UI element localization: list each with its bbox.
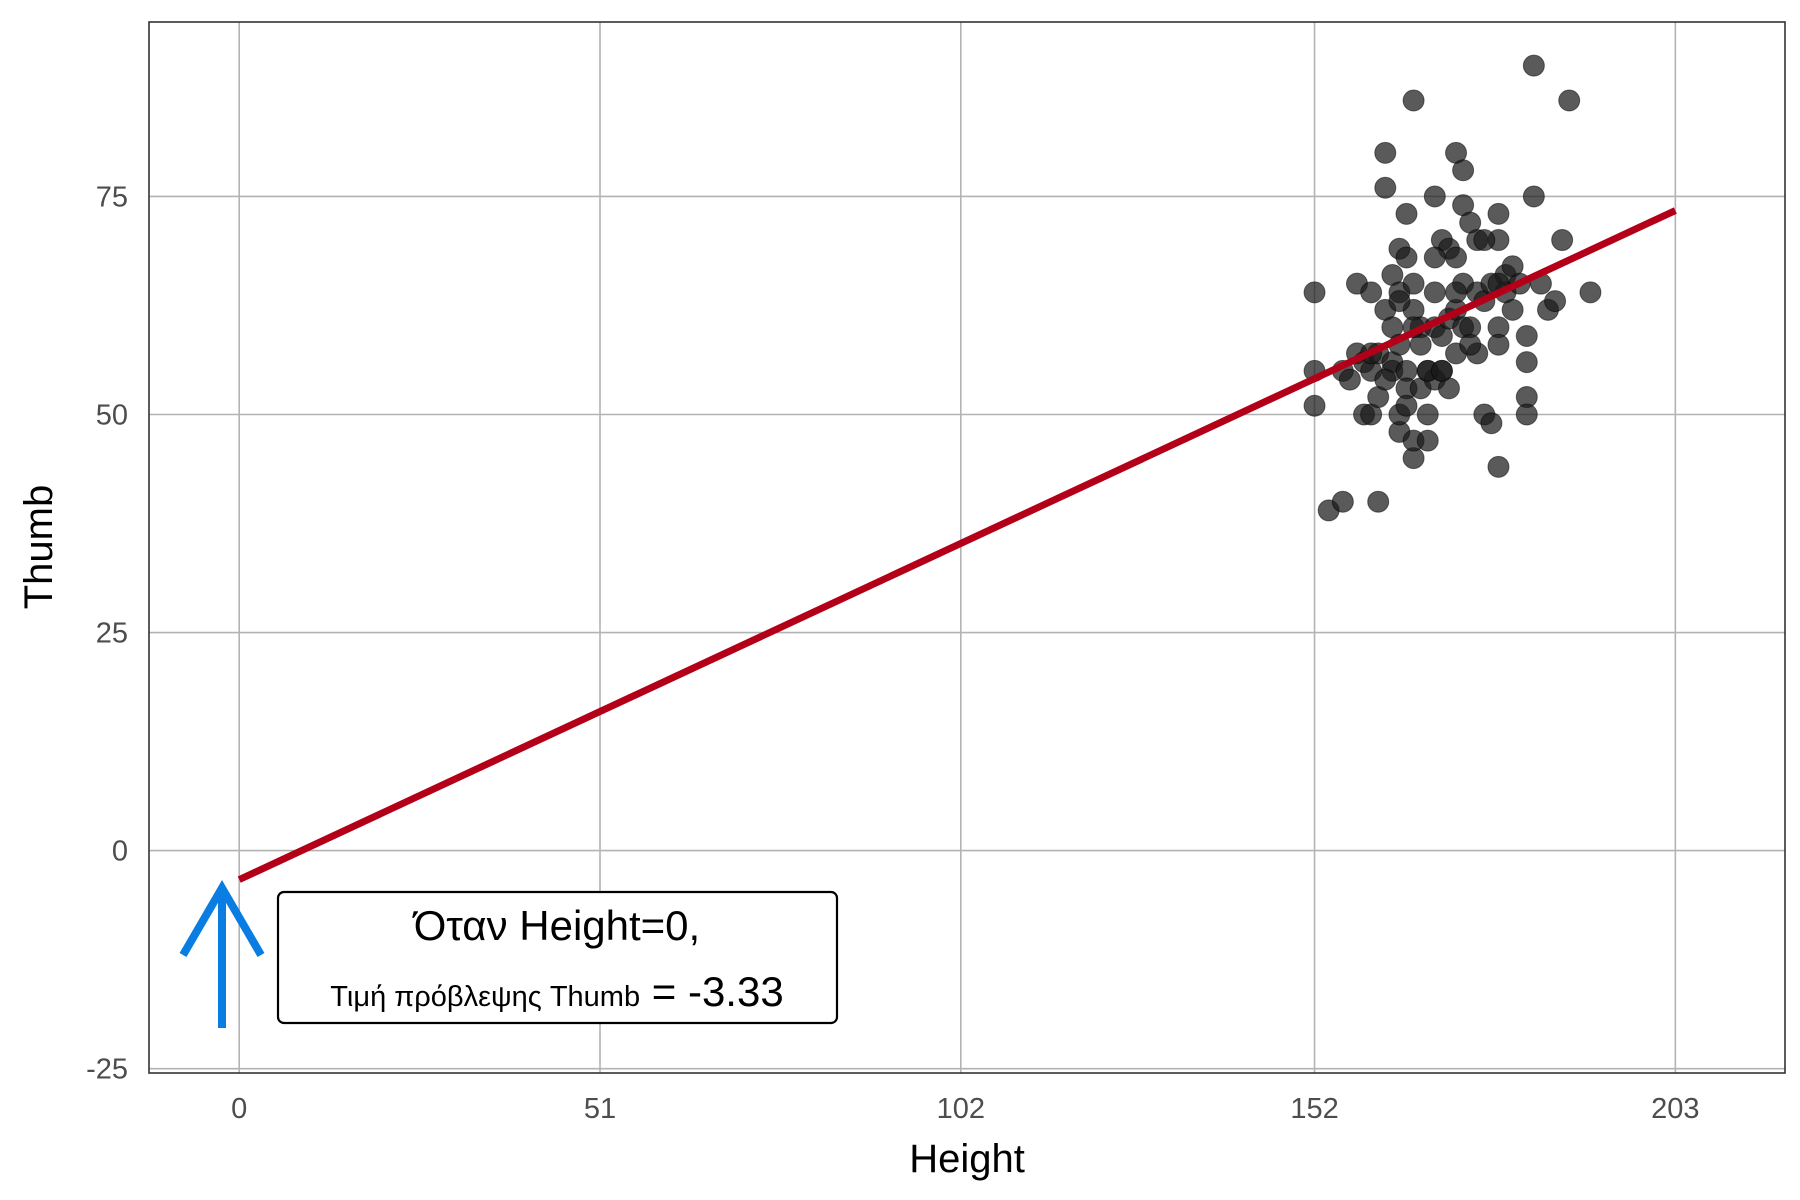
annotation-line-1-prefix: Όταν (412, 902, 508, 949)
x-tick-label: 152 (1290, 1093, 1338, 1125)
data-point (1423, 281, 1446, 304)
data-point (1423, 185, 1446, 208)
data-point (1395, 202, 1418, 225)
y-tick-label: 50 (96, 399, 128, 431)
x-tick-label: 0 (231, 1093, 247, 1125)
annotation-line-1-suffix: Height=0, (519, 902, 700, 949)
data-point (1402, 272, 1425, 295)
data-point (1459, 333, 1482, 356)
data-point (1558, 89, 1581, 112)
data-point (1522, 54, 1545, 77)
data-point (1338, 368, 1361, 391)
annotation-line-2-value: = -3.33 (652, 968, 784, 1015)
axis-ticks: 0 51 102 152 203 -25 0 25 50 75 (86, 181, 1699, 1125)
data-point (1515, 324, 1538, 347)
data-point (1515, 403, 1538, 426)
y-tick-label: -25 (86, 1054, 128, 1086)
data-points (1303, 54, 1602, 522)
data-point (1423, 246, 1446, 269)
data-point (1395, 394, 1418, 417)
data-point (1473, 229, 1496, 252)
data-point (1445, 281, 1468, 304)
annotation-line-1: Όταν Height=0, (412, 902, 700, 949)
data-point (1395, 246, 1418, 269)
data-point (1452, 159, 1475, 182)
data-point (1331, 490, 1354, 513)
y-tick-label: 0 (112, 836, 128, 868)
y-tick-label: 25 (96, 618, 128, 650)
annotation-box (276, 890, 839, 1025)
data-point (1480, 412, 1503, 435)
annotation-line-2-spacer (640, 968, 652, 1015)
x-tick-label: 102 (937, 1093, 985, 1125)
x-tick-label: 203 (1651, 1093, 1699, 1125)
data-point (1367, 490, 1390, 513)
x-axis-title: Height (909, 1137, 1025, 1181)
data-point (1416, 403, 1439, 426)
annotation-line-1-spacer (508, 902, 520, 949)
data-point (1445, 246, 1468, 269)
regression-line (237, 207, 1677, 883)
data-point (1551, 229, 1574, 252)
data-point (1522, 185, 1545, 208)
data-point (1430, 359, 1453, 382)
data-point (1544, 290, 1567, 313)
data-point (1303, 281, 1326, 304)
data-point (1487, 333, 1510, 356)
data-point (1402, 89, 1425, 112)
intercept-annotation: Όταν Height=0, Τιμή πρόβλεψης Thumb = -3… (276, 890, 839, 1025)
data-point (1360, 281, 1383, 304)
data-point (1515, 351, 1538, 374)
data-point (1487, 455, 1510, 478)
annotation-line-2-label: Τιμή πρόβλεψης Thumb (330, 981, 640, 1013)
y-tick-label: 75 (96, 181, 128, 213)
data-point (1374, 176, 1397, 199)
data-point (1579, 281, 1602, 304)
data-point (1487, 202, 1510, 225)
plot-border (148, 21, 1786, 1074)
data-point (1374, 368, 1397, 391)
arrow-up-icon (179, 880, 265, 1028)
data-point (1416, 429, 1439, 452)
y-axis-title: Thumb (17, 485, 61, 610)
data-point (1501, 298, 1524, 321)
annotation-line-2: Τιμή πρόβλεψης Thumb = -3.33 (330, 968, 783, 1015)
grid-lines (149, 22, 1785, 1073)
data-point (1388, 290, 1411, 313)
data-point (1374, 141, 1397, 164)
x-tick-label: 51 (584, 1093, 616, 1125)
data-point (1303, 394, 1326, 417)
